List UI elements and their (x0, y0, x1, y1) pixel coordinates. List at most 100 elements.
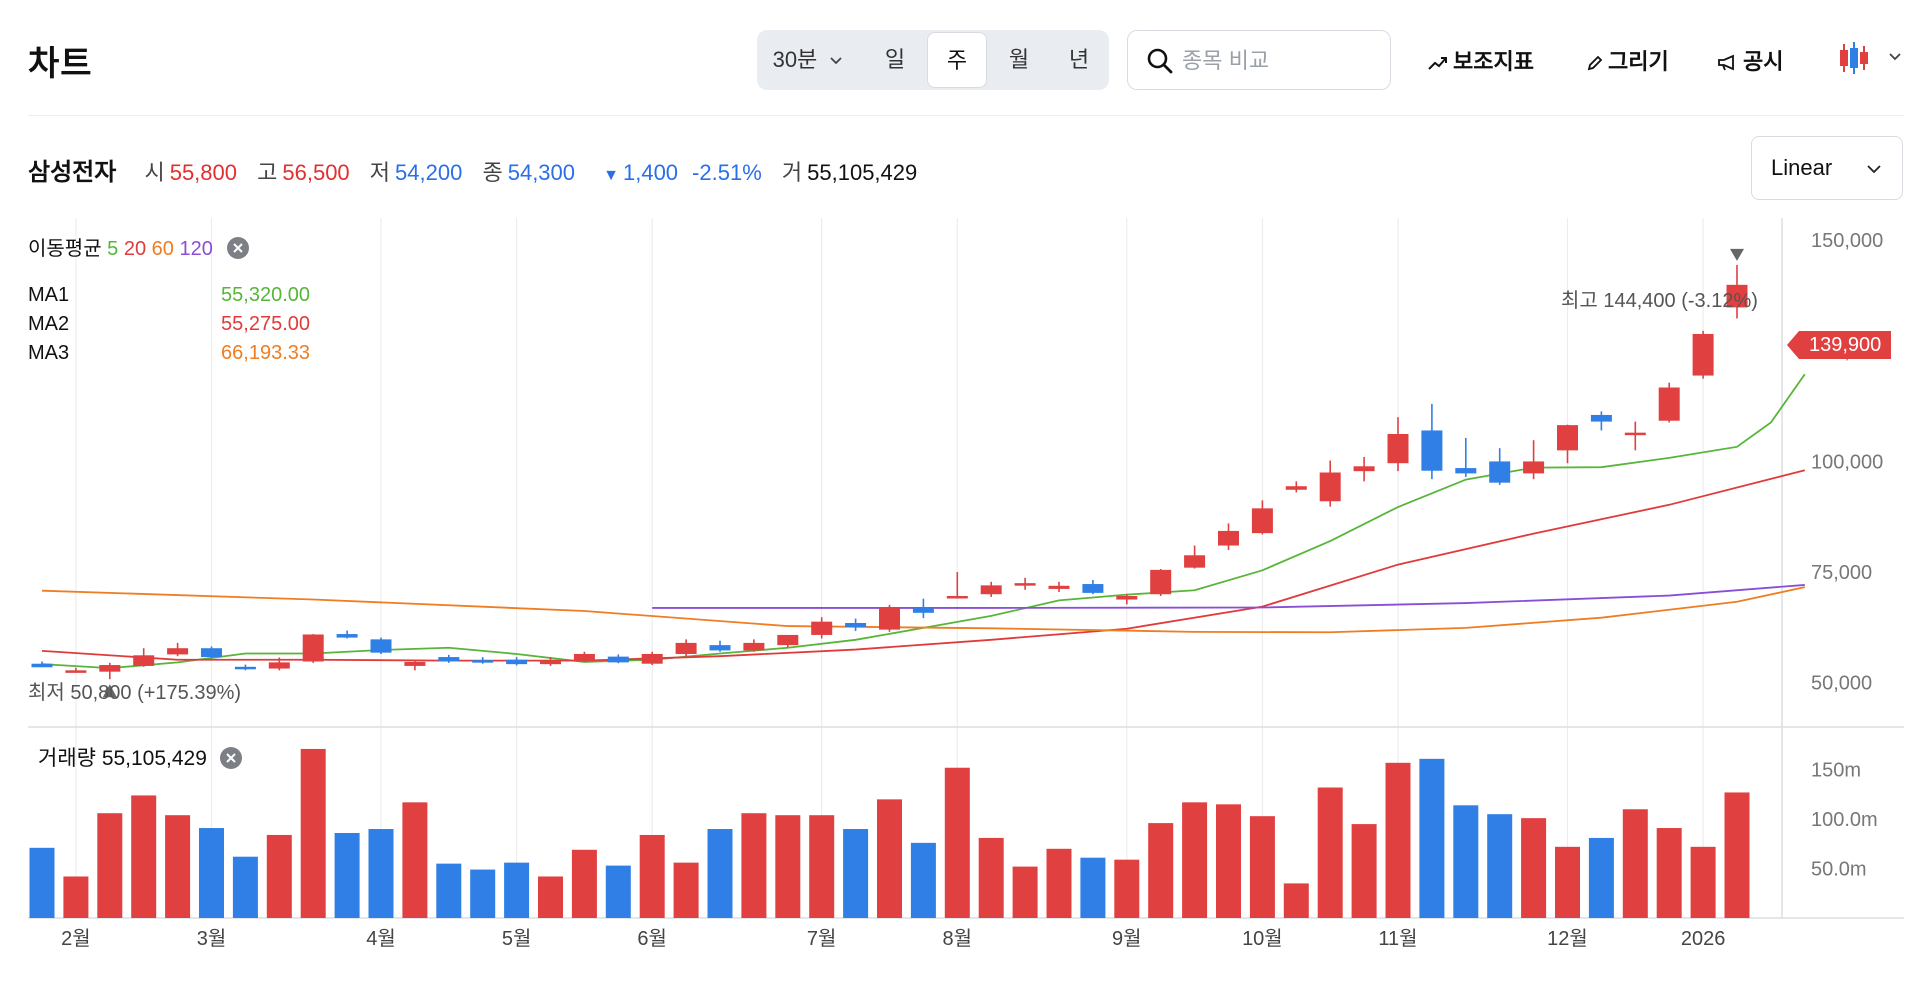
volume-panel-value: 55,105,429 (101, 747, 207, 770)
ma-row-name: MA1 (28, 284, 70, 306)
change-percent: -2.51% (692, 160, 762, 185)
candle-body (573, 653, 595, 661)
candle-body (1082, 584, 1104, 593)
x-axis-label: 6월 (637, 927, 667, 950)
volume-bar (1656, 828, 1682, 918)
disclosure-button[interactable]: 공시 (1717, 44, 1783, 78)
drawing-label: 그리기 (1608, 49, 1669, 74)
close-icon[interactable] (219, 746, 243, 770)
x-axis-label: 8월 (943, 927, 973, 950)
candle-body (167, 648, 189, 655)
candle-body (1285, 486, 1307, 490)
candle-body (912, 607, 934, 613)
close-icon[interactable] (226, 236, 250, 260)
volume-bar (1622, 809, 1648, 918)
chart-type-button[interactable] (1838, 40, 1902, 81)
volume-bar (877, 799, 902, 918)
indicators-label: 보조지표 (1453, 49, 1534, 74)
current-price-tag: 139,900 (1787, 331, 1892, 359)
candle (201, 646, 222, 659)
volume-bar (809, 815, 835, 918)
tab-week[interactable]: 주 (927, 32, 987, 88)
volume-bar (402, 802, 428, 918)
compare-search-input[interactable] (1180, 45, 1384, 77)
volume-bar (1317, 787, 1343, 918)
candle (1557, 424, 1578, 464)
volume-axis-label: 150m (1811, 760, 1861, 782)
candle-body (1014, 583, 1036, 586)
volume-bar (571, 849, 597, 918)
candle-body (540, 660, 561, 665)
volume-panel-label: 거래량 (38, 747, 96, 770)
tab-day[interactable]: 일 (884, 47, 906, 72)
header-divider (28, 115, 1904, 116)
volume-bar (1419, 758, 1445, 918)
candle (268, 657, 290, 671)
candle-body (99, 665, 121, 672)
open-label: 시 (144, 160, 165, 185)
candle-body (1455, 468, 1477, 474)
ma-period-20: 20 (123, 238, 147, 260)
candle-body (1251, 508, 1273, 534)
candle (1455, 437, 1477, 477)
compare-search (1127, 30, 1391, 90)
ma-period-120: 120 (179, 238, 213, 260)
candle (1489, 448, 1511, 485)
candle (573, 651, 595, 662)
search-icon (1147, 48, 1173, 74)
tab-30min[interactable]: 30분 (757, 30, 859, 90)
candle-body (811, 621, 833, 635)
candle (845, 618, 867, 631)
candle (1726, 264, 1748, 319)
candle-body (438, 657, 460, 662)
ma20-line (41, 469, 1806, 662)
candle (472, 657, 494, 664)
candle (167, 642, 189, 657)
low-label: 저 (369, 160, 391, 185)
candle-body (1726, 284, 1748, 308)
candle-body (1184, 555, 1206, 568)
candle-body (845, 622, 867, 627)
candle (133, 648, 155, 667)
y-axis-label: 150,000 (1811, 230, 1883, 252)
candle (743, 639, 765, 652)
open-value: 55,800 (169, 160, 237, 185)
candle-body (370, 639, 392, 653)
candle-body (1421, 430, 1443, 471)
candle-body (1218, 530, 1239, 546)
candle (946, 572, 968, 599)
drawing-button[interactable]: 그리기 (1586, 44, 1669, 78)
x-axis-label: 10월 (1242, 927, 1283, 950)
volume-bar (199, 828, 224, 918)
indicators-button[interactable]: 보조지표 (1427, 44, 1534, 78)
low-value: 54,200 (395, 160, 463, 185)
candle-body (1319, 472, 1341, 502)
candle-body (675, 642, 697, 654)
scale-select[interactable]: Linear (1751, 136, 1903, 200)
candle (234, 664, 256, 671)
candle (1658, 382, 1680, 423)
candle-body (946, 595, 968, 599)
volume-bar (436, 863, 462, 918)
candle-body (472, 660, 494, 663)
volume-bar (843, 829, 869, 918)
volume-bar (1148, 823, 1174, 918)
candle (1048, 581, 1070, 593)
volume-axis-label: 100.0m (1811, 809, 1878, 831)
tab-month[interactable]: 월 (1008, 47, 1030, 72)
candle (1353, 457, 1375, 482)
candle-body (607, 656, 629, 663)
candle-body (336, 634, 358, 638)
candle-body (1658, 387, 1680, 421)
x-axis-label: 7월 (807, 927, 837, 950)
candle (912, 598, 934, 619)
low-marker-icon (102, 684, 117, 698)
high-annotation: 최고 144,400 (-3.12%) (1561, 290, 1758, 312)
candle (641, 651, 663, 666)
tab-year[interactable]: 년 (1068, 47, 1090, 72)
volume-bar (775, 815, 801, 918)
chevron-down-icon (830, 57, 843, 65)
candle-body (1590, 414, 1612, 422)
candle (1421, 403, 1443, 480)
